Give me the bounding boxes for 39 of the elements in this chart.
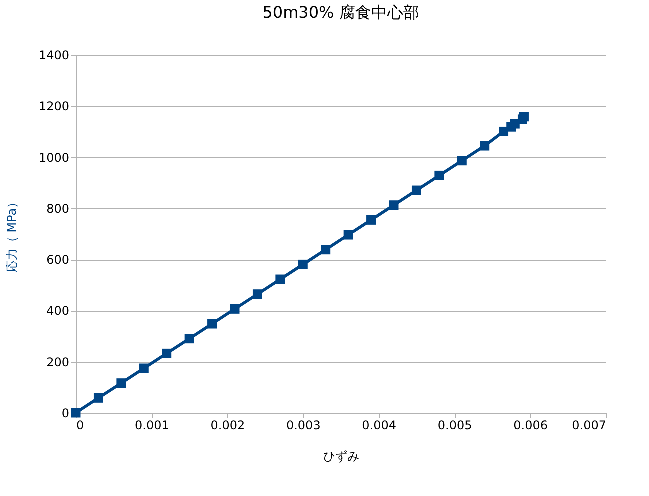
point [412, 186, 422, 196]
point [116, 378, 126, 388]
x-tick-label: 0.005 [438, 418, 472, 432]
point [457, 156, 467, 166]
point [162, 348, 172, 358]
x-tick-label: 0.006 [514, 418, 548, 432]
chart-title: 50m30% 腐食中心部 [262, 3, 420, 22]
point [480, 141, 490, 151]
x-tick-label: 0.007 [572, 418, 606, 432]
y-tick-label: 1000 [38, 150, 70, 165]
x-tick-label: 0.003 [286, 418, 321, 432]
y-tick-label: 0 [62, 406, 70, 420]
point [139, 364, 149, 374]
point [434, 170, 444, 180]
point [510, 119, 520, 129]
point [208, 319, 218, 329]
x-tick-label: 0.004 [362, 418, 397, 432]
point [519, 112, 529, 122]
point [252, 290, 262, 300]
point [344, 230, 354, 240]
point [298, 260, 308, 270]
y-tick-label: 1400 [38, 48, 70, 62]
point [94, 393, 104, 403]
x-tick-label: 0 [76, 418, 84, 432]
x-tick-label: 0.002 [210, 418, 246, 432]
point [184, 334, 194, 344]
y-tick-label: 400 [46, 304, 70, 318]
y-tick-label: 1200 [38, 100, 70, 114]
y-axis-title: 応力（ MPa） [4, 196, 19, 273]
y-tick-label: 600 [46, 253, 70, 268]
x-axis-title: ひずみ [324, 450, 360, 464]
point [321, 245, 331, 255]
y-tick-label: 800 [46, 202, 70, 216]
point [230, 304, 240, 314]
y-tick-label: 200 [46, 355, 70, 370]
x-tick-label: 0.001 [135, 418, 170, 432]
point [366, 215, 376, 225]
point [389, 200, 399, 210]
point [276, 274, 286, 284]
